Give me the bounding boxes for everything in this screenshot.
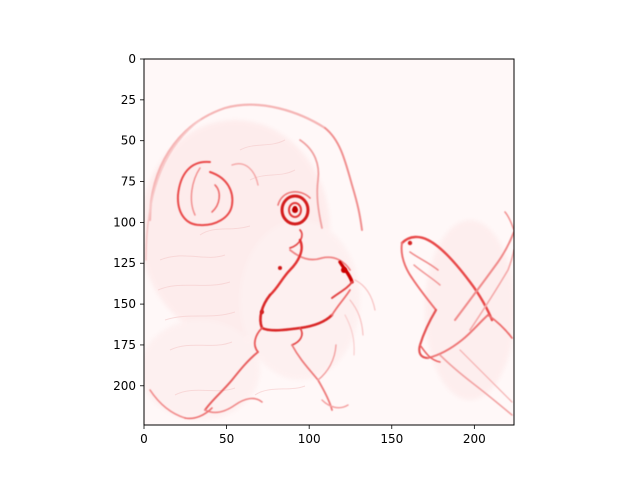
- x-axis-ticks: 0 50 100 150 200: [140, 425, 486, 446]
- y-tick-label: 50: [121, 134, 136, 148]
- y-tick-label: 175: [113, 338, 136, 352]
- edge-outlines: [145, 103, 514, 420]
- y-axis-ticks: 0 25 50 75 100 125 150 175 200: [113, 52, 144, 393]
- fur-texture: [157, 139, 306, 396]
- y-tick-label: 25: [121, 93, 136, 107]
- y-tick-label: 0: [128, 52, 136, 66]
- y-tick-label: 125: [113, 256, 136, 270]
- x-tick-label: 200: [463, 432, 486, 446]
- plot-frame: [143, 58, 515, 426]
- x-tick-label: 50: [219, 432, 234, 446]
- y-tick-label: 75: [121, 175, 136, 189]
- y-tick-label: 100: [113, 215, 136, 229]
- heatmap-image: [144, 59, 514, 425]
- attribution-hotspots: [260, 207, 413, 314]
- y-tick-label: 150: [113, 297, 136, 311]
- x-tick-label: 0: [140, 432, 148, 446]
- x-tick-label: 100: [298, 432, 321, 446]
- axes: [143, 58, 515, 426]
- x-tick-label: 150: [380, 432, 403, 446]
- y-tick-label: 200: [113, 379, 136, 393]
